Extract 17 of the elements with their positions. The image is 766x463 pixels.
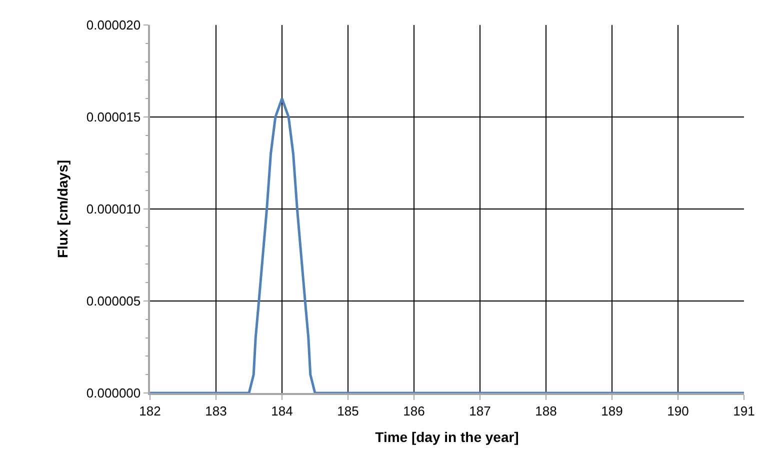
y-tick-label: 0.000010 [86, 202, 141, 217]
x-tick-label: 182 [139, 403, 161, 418]
x-tick-label: 189 [601, 403, 623, 418]
y-tick-label: 0.000020 [86, 18, 141, 33]
y-tick-label: 0.000000 [86, 386, 141, 401]
x-axis-title: Time [day in the year] [375, 429, 519, 446]
x-tick-label: 183 [205, 403, 227, 418]
x-tick-label: 188 [535, 403, 557, 418]
x-tick-label: 186 [403, 403, 425, 418]
y-tick-label: 0.000005 [86, 294, 141, 309]
x-tick-label: 187 [469, 403, 491, 418]
x-tick-label: 190 [667, 403, 689, 418]
x-tick-label: 191 [733, 403, 755, 418]
x-tick-label: 185 [337, 403, 359, 418]
y-tick-label: 0.000015 [86, 110, 141, 125]
y-axis-title: Flux [cm/days] [54, 160, 71, 258]
x-tick-label: 184 [271, 403, 293, 418]
